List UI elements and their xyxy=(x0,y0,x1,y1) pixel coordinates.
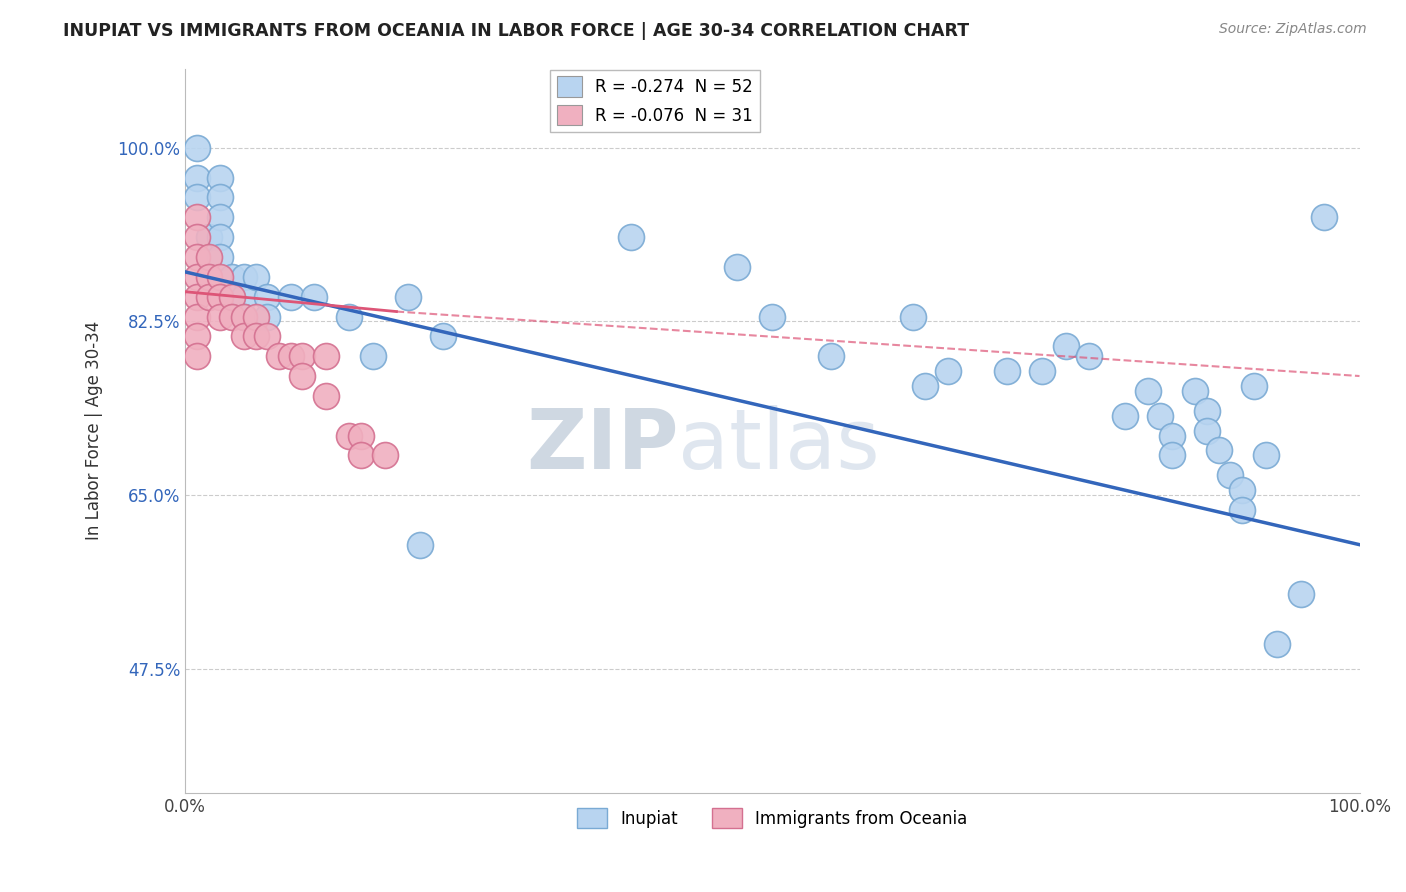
Point xyxy=(209,211,232,225)
Point xyxy=(232,310,254,324)
Point xyxy=(350,428,373,442)
Point xyxy=(914,379,936,393)
Point xyxy=(209,310,232,324)
Point xyxy=(186,141,208,155)
Legend: Inupiat, Immigrants from Oceania: Inupiat, Immigrants from Oceania xyxy=(571,801,974,835)
Point xyxy=(938,364,960,378)
Point xyxy=(209,250,232,264)
Text: Source: ZipAtlas.com: Source: ZipAtlas.com xyxy=(1219,22,1367,37)
Point xyxy=(1230,483,1253,497)
Point xyxy=(209,230,232,244)
Text: atlas: atlas xyxy=(678,405,880,485)
Point xyxy=(245,310,267,324)
Point xyxy=(280,290,302,304)
Point xyxy=(256,290,278,304)
Point xyxy=(315,389,337,403)
Point xyxy=(1078,349,1101,363)
Point xyxy=(256,329,278,343)
Point xyxy=(1149,409,1171,423)
Point xyxy=(1230,503,1253,517)
Point xyxy=(820,349,842,363)
Point xyxy=(1114,409,1136,423)
Point xyxy=(232,310,254,324)
Point xyxy=(221,310,243,324)
Point xyxy=(1031,364,1053,378)
Point xyxy=(197,230,219,244)
Point xyxy=(186,230,208,244)
Point xyxy=(409,538,432,552)
Point xyxy=(221,269,243,284)
Point xyxy=(186,290,208,304)
Point xyxy=(1219,468,1241,483)
Point xyxy=(396,290,419,304)
Point xyxy=(620,230,643,244)
Point xyxy=(209,269,232,284)
Point xyxy=(256,310,278,324)
Point xyxy=(197,290,219,304)
Point xyxy=(197,250,219,264)
Text: INUPIAT VS IMMIGRANTS FROM OCEANIA IN LABOR FORCE | AGE 30-34 CORRELATION CHART: INUPIAT VS IMMIGRANTS FROM OCEANIA IN LA… xyxy=(63,22,969,40)
Point xyxy=(209,290,232,304)
Point xyxy=(339,428,361,442)
Point xyxy=(245,329,267,343)
Y-axis label: In Labor Force | Age 30-34: In Labor Force | Age 30-34 xyxy=(86,321,103,541)
Point xyxy=(186,329,208,343)
Point xyxy=(221,290,243,304)
Point xyxy=(1243,379,1265,393)
Point xyxy=(186,250,208,264)
Point xyxy=(1137,384,1160,398)
Point xyxy=(1195,403,1218,417)
Point xyxy=(1208,443,1230,458)
Text: ZIP: ZIP xyxy=(526,405,678,485)
Point xyxy=(186,269,208,284)
Point xyxy=(725,260,748,274)
Point xyxy=(1289,587,1312,601)
Point xyxy=(1254,449,1277,463)
Point xyxy=(761,310,783,324)
Point xyxy=(1160,428,1182,442)
Point xyxy=(280,349,302,363)
Point xyxy=(267,349,290,363)
Point xyxy=(291,369,314,384)
Point xyxy=(361,349,384,363)
Point xyxy=(232,290,254,304)
Point xyxy=(186,310,208,324)
Point xyxy=(350,449,373,463)
Point xyxy=(374,449,396,463)
Point xyxy=(339,310,361,324)
Point xyxy=(1054,339,1077,353)
Point xyxy=(291,349,314,363)
Point xyxy=(209,170,232,185)
Point xyxy=(209,190,232,204)
Point xyxy=(903,310,925,324)
Point xyxy=(197,269,219,284)
Point xyxy=(432,329,454,343)
Point xyxy=(1265,637,1288,651)
Point xyxy=(1184,384,1206,398)
Point xyxy=(186,349,208,363)
Point xyxy=(1313,211,1336,225)
Point xyxy=(1160,449,1182,463)
Point xyxy=(995,364,1018,378)
Point xyxy=(315,349,337,363)
Point xyxy=(1195,424,1218,438)
Point xyxy=(186,211,208,225)
Point xyxy=(232,269,254,284)
Point xyxy=(186,190,208,204)
Point xyxy=(186,170,208,185)
Point xyxy=(302,290,325,304)
Point xyxy=(221,290,243,304)
Point xyxy=(232,329,254,343)
Point xyxy=(245,269,267,284)
